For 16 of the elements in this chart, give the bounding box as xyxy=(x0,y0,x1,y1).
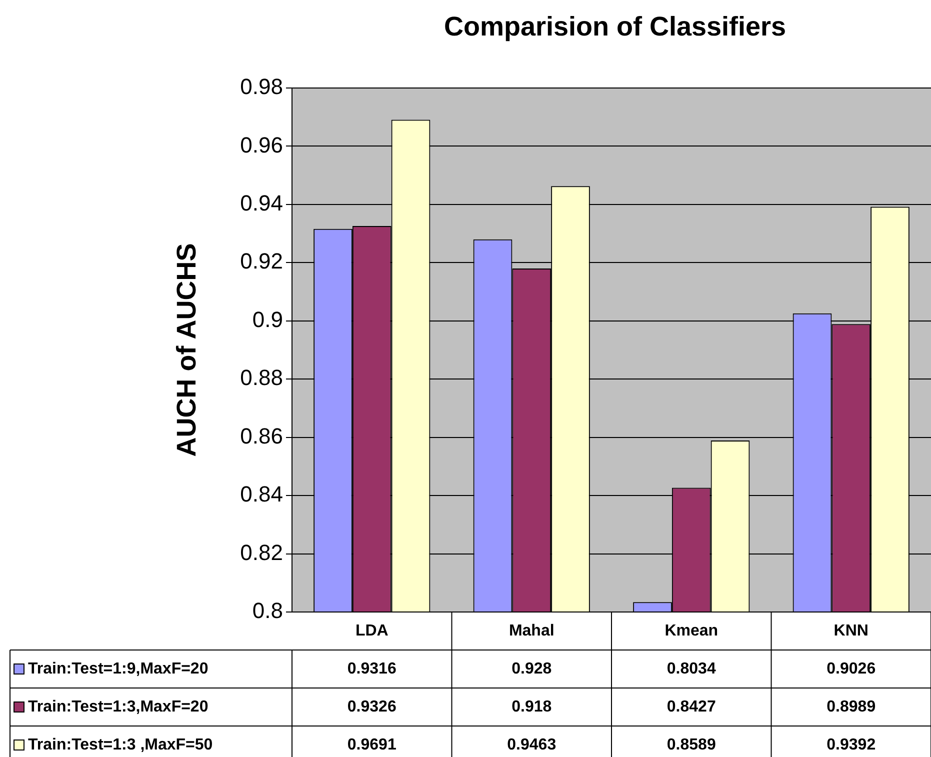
y-tick-label: 0.84 xyxy=(240,482,283,507)
x-tick-label: Kmean xyxy=(664,622,718,640)
x-tick-label: LDA xyxy=(355,622,389,640)
y-tick-label: 0.86 xyxy=(240,423,283,448)
y-tick-label: 0.96 xyxy=(240,132,283,158)
y-tick-label: 0.82 xyxy=(240,540,283,565)
x-tick-label: KNN xyxy=(834,622,868,640)
y-tick-label: 0.94 xyxy=(240,190,283,216)
chart-title: Comparision of Classifiers xyxy=(444,11,786,42)
y-tick-label: 0.8 xyxy=(252,598,283,624)
y-tick-label: 0.92 xyxy=(240,248,283,274)
y-tick-label: 0.98 xyxy=(240,74,283,100)
y-tick-label: 0.9 xyxy=(252,306,283,332)
y-tick-label: 0.88 xyxy=(240,365,283,390)
x-tick-label: Mahal xyxy=(508,622,554,640)
y-axis-title: AUCH of AUCHS xyxy=(172,243,202,457)
